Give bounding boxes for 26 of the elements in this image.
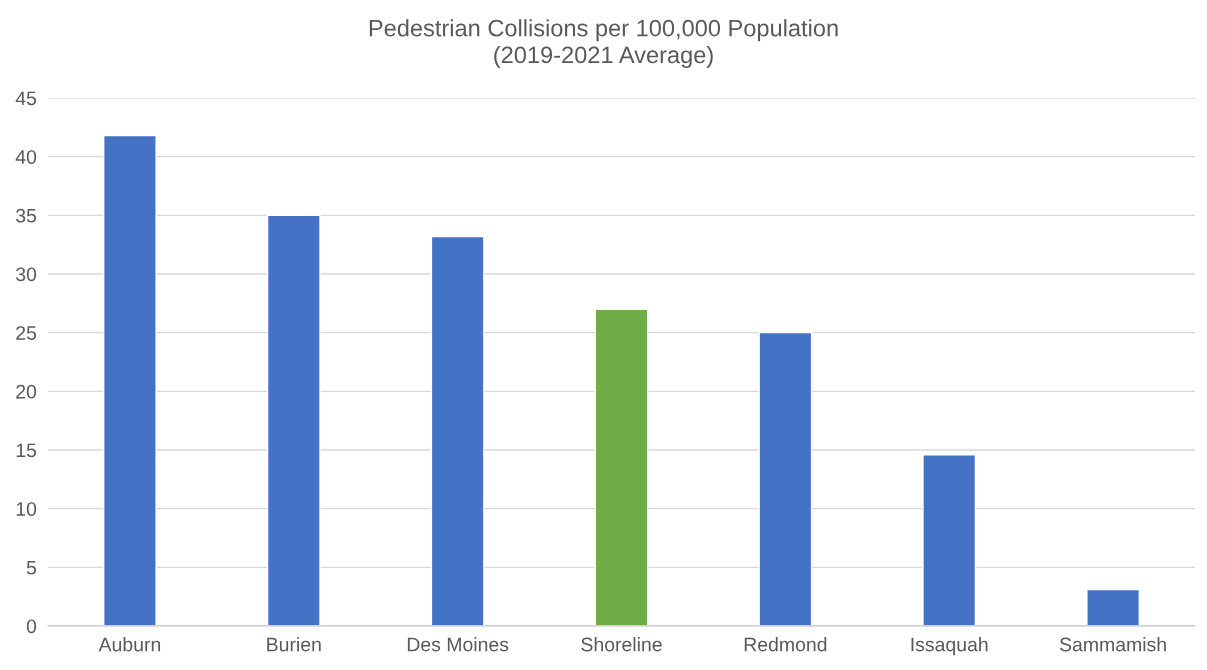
y-tick-label: 10 (16, 502, 37, 516)
y-tick-label: 40 (15, 150, 37, 164)
y-tick-label: 25 (16, 326, 37, 340)
y-tick-label: 0 (26, 619, 37, 634)
y-tick-label: 35 (16, 208, 37, 223)
bar (758, 331, 813, 626)
x-tick-label: Issaquah (911, 637, 988, 656)
x-tick-label: Burien (267, 637, 321, 652)
x-tick-label: Shoreline (581, 637, 662, 652)
chart-title: Pedestrian Collisions per 100,000 Population (369, 19, 838, 42)
y-tick-label: 15 (16, 443, 37, 458)
y-tick-label: 20 (16, 384, 37, 399)
x-tick-label: Des Moines (407, 637, 509, 652)
y-tick-label: 45 (15, 91, 37, 106)
chart-subtitle: (2019-2021 Average) (494, 45, 713, 68)
x-tick-label: Auburn (98, 637, 161, 652)
bar (922, 453, 977, 626)
bar (266, 214, 321, 626)
bar (103, 134, 157, 626)
y-tick-label: 5 (26, 561, 37, 575)
x-tick-label: Redmond (744, 637, 827, 652)
x-tick-label: Sammamish (1059, 637, 1166, 652)
bar (430, 235, 485, 626)
bar (1086, 588, 1140, 626)
bar (594, 308, 649, 626)
y-tick-label: 30 (16, 267, 37, 282)
